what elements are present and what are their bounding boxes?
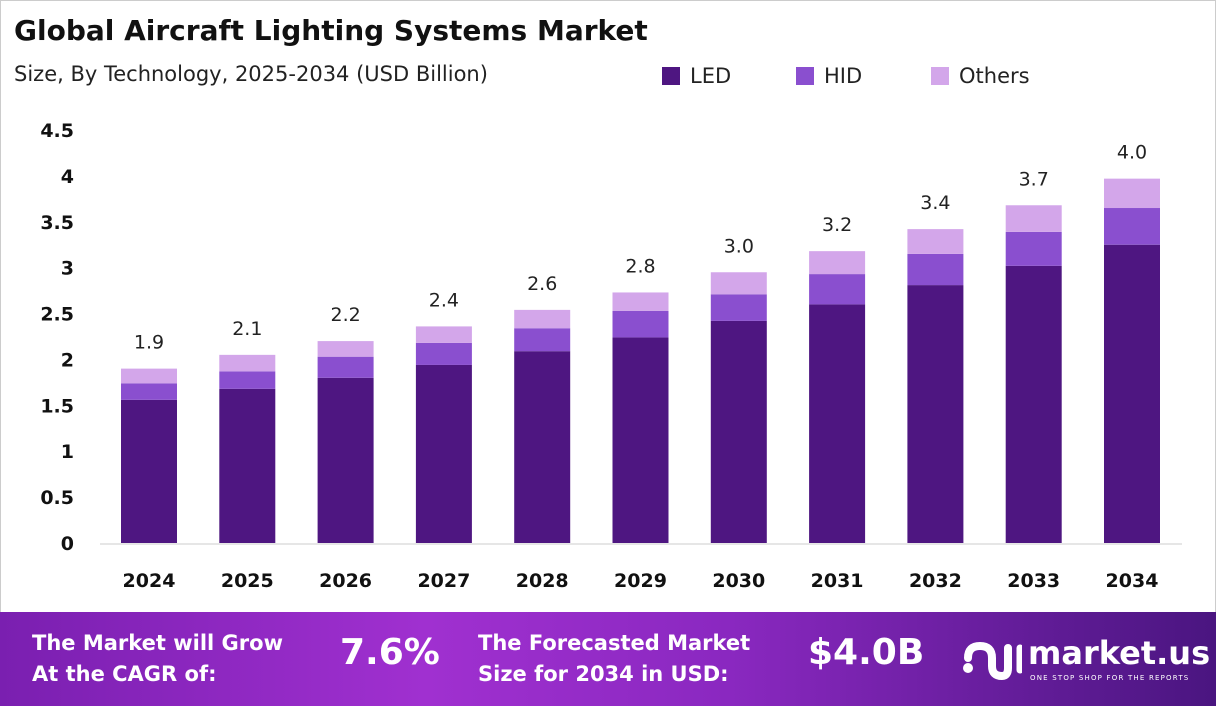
forecast-value: $4.0B: [808, 632, 925, 673]
x-tick-label: 2028: [516, 570, 569, 592]
y-tick-label: 1: [61, 441, 74, 463]
legend-item-hid: HID: [796, 64, 862, 88]
legend-item-others: Others: [931, 64, 1030, 88]
total-data-label: 2.8: [625, 255, 655, 277]
forecast-label-line: The Forecasted Market: [478, 631, 751, 655]
forecast-label-line: Size for 2034 in USD:: [478, 662, 729, 686]
stacked-bar-chart: 0 0.5 1 1.5 2 2.5 3 3.5 4 4.5 1.9 2024 2.1 2025 2.2 202…: [40, 120, 1182, 592]
bar-segment-others: [219, 354, 276, 372]
bar-segment-hid: [219, 371, 276, 389]
logo-tagline: ONE STOP SHOP FOR THE REPORTS: [1030, 674, 1190, 682]
bar-segment-led: [121, 399, 177, 543]
y-tick-label: 2.5: [40, 304, 74, 326]
forecast-label: The Forecasted Market Size for 2034 in US…: [478, 628, 750, 690]
y-tick-label: 4.5: [40, 120, 74, 142]
bar-segment-others: [612, 292, 669, 311]
bar-segment-hid: [710, 294, 767, 321]
bar-segment-hid: [1005, 231, 1062, 266]
bar-segment-led: [907, 285, 964, 543]
cagr-value: 7.6%: [340, 632, 440, 673]
summary-banner: The Market will Grow At the CAGR of: 7.6%…: [0, 612, 1216, 706]
bar-segment-hid: [809, 274, 866, 305]
bar-segment-hid: [612, 310, 669, 338]
bar-segment-others: [317, 341, 374, 357]
x-tick-label: 2024: [123, 570, 176, 592]
x-tick-label: 2032: [909, 570, 962, 592]
bar-segment-hid: [121, 383, 177, 400]
x-tick-label: 2029: [614, 570, 667, 592]
x-tick-label: 2026: [319, 570, 372, 592]
bar-segment-led: [1104, 244, 1160, 543]
x-tick-label: 2030: [712, 570, 765, 592]
bar-segment-hid: [907, 253, 964, 286]
legend-label: LED: [690, 64, 732, 88]
bar-segment-others: [1005, 205, 1062, 232]
chart-subtitle: Size, By Technology, 2025-2034 (USD Bill…: [14, 62, 488, 86]
bar-segment-others: [809, 251, 866, 275]
legend-swatch: [662, 67, 680, 85]
y-tick-label: 0: [61, 533, 74, 555]
bar-segment-led: [219, 388, 276, 543]
bar-segment-led: [317, 377, 374, 543]
total-data-label: 2.4: [429, 289, 459, 311]
logo-text: market.us: [1028, 634, 1211, 672]
y-tick-label: 2: [61, 349, 74, 371]
y-tick-label: 4: [61, 166, 74, 188]
bar-segment-led: [1005, 265, 1062, 543]
total-data-label: 3.7: [1019, 168, 1049, 190]
legend-label: HID: [824, 64, 863, 88]
logo-mark-icon: [963, 641, 1022, 681]
bar-segment-others: [514, 309, 571, 329]
legend-label: Others: [959, 64, 1030, 88]
bar-segment-hid: [415, 342, 472, 365]
total-data-label: 4.0: [1117, 142, 1147, 164]
bar-segment-hid: [1104, 208, 1160, 245]
x-tick-label: 2033: [1007, 570, 1060, 592]
legend-swatch: [931, 67, 949, 85]
x-tick-label: 2034: [1106, 570, 1159, 592]
bar-segment-led: [612, 337, 669, 543]
bar-segment-others: [710, 272, 767, 295]
y-tick-label: 3.5: [40, 212, 74, 234]
cagr-label-line: The Market will Grow: [32, 631, 283, 655]
total-data-label: 3.2: [822, 214, 852, 236]
total-data-label: 2.6: [527, 273, 557, 295]
bar-segment-led: [710, 320, 767, 543]
cagr-label-line: At the CAGR of:: [32, 662, 217, 686]
bar-segment-others: [1104, 178, 1160, 209]
bar-segment-others: [415, 326, 472, 343]
y-tick-label: 0.5: [40, 487, 74, 509]
cagr-label: The Market will Grow At the CAGR of:: [32, 628, 283, 690]
total-data-label: 2.1: [232, 318, 262, 340]
total-data-label: 1.9: [134, 332, 164, 354]
x-tick-label: 2025: [221, 570, 274, 592]
total-data-label: 3.4: [920, 192, 950, 214]
y-tick-label: 1.5: [40, 395, 74, 417]
chart-title: Global Aircraft Lighting Systems Market: [14, 14, 648, 47]
bar-segment-led: [415, 364, 472, 543]
bar-segment-hid: [514, 328, 571, 352]
x-tick-label: 2027: [417, 570, 470, 592]
bar-segment-led: [514, 351, 571, 543]
bar-segment-others: [907, 229, 964, 254]
legend-swatch: [796, 67, 814, 85]
bar-segment-hid: [317, 356, 374, 378]
x-tick-label: 2031: [811, 570, 864, 592]
y-tick-label: 3: [61, 258, 74, 280]
total-data-label: 3.0: [724, 235, 754, 257]
total-data-label: 2.2: [330, 304, 360, 326]
bar-segment-led: [809, 304, 866, 543]
legend-item-led: LED: [662, 64, 731, 88]
bar-segment-others: [121, 368, 177, 384]
